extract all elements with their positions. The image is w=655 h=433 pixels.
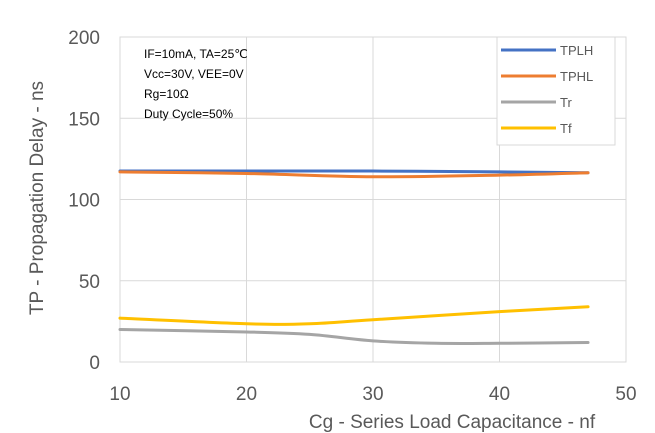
- annotation-line: Rg=10Ω: [144, 87, 189, 101]
- x-tick-label: 20: [236, 384, 257, 405]
- legend-label-tf: Tf: [560, 121, 572, 136]
- x-axis-title: Cg - Series Load Capacitance - nf: [309, 412, 596, 433]
- x-tick-label: 10: [109, 384, 130, 405]
- y-tick-label: 50: [79, 272, 100, 293]
- annotation-line: IF=10mA, TA=25℃: [144, 47, 248, 61]
- series-line-tplh: [118, 169, 590, 175]
- x-tick-label: 50: [615, 384, 636, 405]
- x-tick-label: 30: [362, 384, 383, 405]
- y-tick-label: 200: [68, 28, 100, 49]
- y-axis-title: TP - Propagation Delay - ns: [27, 81, 48, 315]
- series-line-tr: [118, 328, 590, 346]
- annotation-line: Vcc=30V, VEE=0V: [144, 67, 244, 81]
- y-tick-label: 0: [89, 353, 100, 374]
- legend-label-tphl: TPHL: [560, 69, 593, 84]
- annotation-block: IF=10mA, TA=25℃ Vcc=30V, VEE=0V Rg=10Ω Duty…: [144, 47, 248, 121]
- series-line-tphl: [118, 170, 590, 179]
- legend: TPLH TPHL Tr Tf: [496, 36, 616, 146]
- series-lines: [118, 169, 590, 346]
- y-tick-label: 100: [68, 191, 100, 212]
- legend-label-tplh: TPLH: [560, 43, 593, 58]
- y-tick-label: 150: [68, 109, 100, 130]
- x-tick-label: 40: [489, 384, 510, 405]
- series-line-tf: [118, 305, 590, 326]
- annotation-line: Duty Cycle=50%: [144, 107, 233, 121]
- legend-label-tr: Tr: [560, 95, 572, 110]
- axes: 0 50 100 150 200 10 20 30 40 50 Cg - Series Load C…: [27, 28, 637, 433]
